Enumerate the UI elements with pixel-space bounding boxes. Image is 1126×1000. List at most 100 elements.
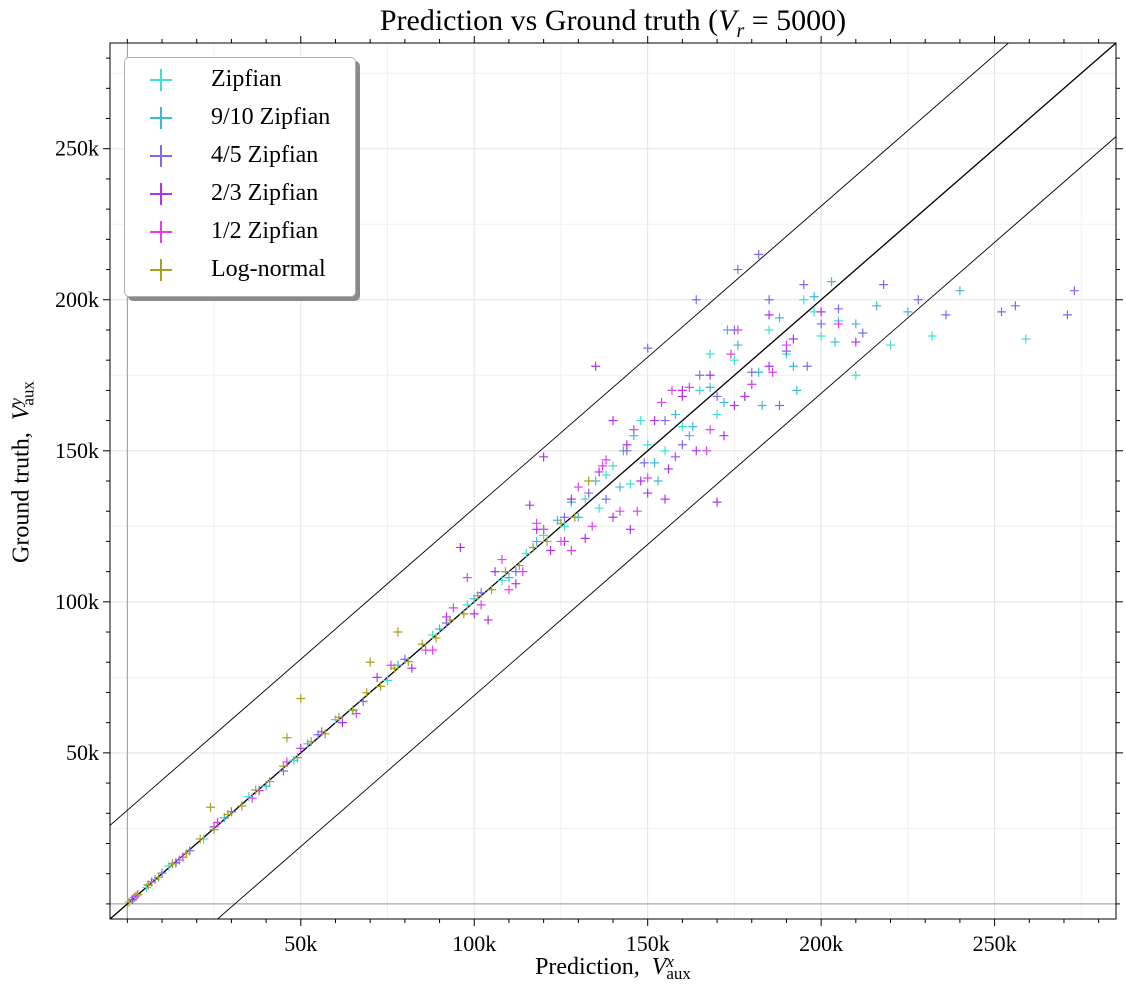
data-point [476,600,486,610]
data-point [487,585,497,595]
data-point [573,482,583,492]
data-point [726,349,736,359]
data-point [799,295,809,305]
x-tick-label: 150k [626,931,670,956]
legend-item-2-3-zipfian: 2/3 Zipfian [125,176,355,214]
data-point [667,385,677,395]
data-point [872,301,882,311]
reference-lines [110,43,1116,919]
data-point [702,446,712,456]
data-point [677,440,687,450]
y-tick-label: 250k [55,136,99,161]
data-point [799,280,809,290]
data-point [261,781,271,791]
data-point [528,542,538,552]
data-point [539,452,549,462]
data-point [886,340,896,350]
data-point [636,476,646,486]
data-point [903,307,913,317]
data-point [362,688,372,698]
data-point [131,891,141,901]
data-point [431,633,441,643]
x-tick-labels: 50k 100k 150k 200k 250k [284,931,1016,956]
data-point [584,488,594,498]
data-point [580,494,590,504]
legend-label: Log-normal [211,256,326,282]
data-point [598,461,608,471]
data-point [691,295,701,305]
data-point [587,521,597,531]
data-point [781,340,791,350]
data-point [643,440,653,450]
data-point [376,681,386,691]
y-tick-label: 50k [66,740,99,765]
data-point [532,518,542,528]
data-point [615,482,625,492]
x-tick-label: 100k [452,931,496,956]
data-point [688,422,698,432]
data-point [334,712,344,722]
data-point [445,615,455,625]
data-point [858,328,868,338]
data-point [955,286,965,296]
data-point [657,397,667,407]
data-point [532,536,542,546]
data-point [462,573,472,583]
data-point [247,793,257,803]
legend-label: 1/2 Zipfian [211,218,319,244]
data-point [941,310,951,320]
data-point [729,400,739,410]
data-point [660,416,670,426]
data-point [608,416,618,426]
y-tick-label: 150k [55,438,99,463]
data-point [473,591,483,601]
data-point [601,494,611,504]
data-point [764,361,774,371]
data-point [636,416,646,426]
data-point [514,561,524,571]
series-0 [127,295,1031,905]
data-point [206,802,216,812]
data-point [747,379,757,389]
data-point [691,446,701,456]
legend-item-zipfian: Zipfian [125,62,355,100]
identity-line [110,43,1116,919]
legend-marker-icon [150,221,172,243]
data-point [393,627,403,637]
data-point [521,548,531,558]
legend-item-1-2-zipfian: 1/2 Zipfian [125,214,355,252]
data-point [719,397,729,407]
data-point [594,503,604,513]
data-point [497,555,507,565]
data-point [833,304,843,314]
data-point [664,464,674,474]
data-point [879,280,889,290]
data-point [639,458,649,468]
data-point [459,609,469,619]
data-point [788,361,798,371]
data-point [282,733,292,743]
data-point [525,500,535,510]
data-point [455,542,465,552]
data-point [389,663,399,673]
data-point [407,663,417,673]
data-point [733,340,743,350]
data-point [747,367,757,377]
data-point [566,494,576,504]
data-point [764,295,774,305]
data-point [643,343,653,353]
data-point [237,801,247,811]
data-point [209,825,219,835]
data-point [181,849,191,859]
legend-label: 4/5 Zipfian [211,142,319,168]
data-point [816,331,826,341]
legend-marker-icon [150,259,172,281]
data-point [490,567,500,577]
data-point [705,382,715,392]
data-point [827,277,837,287]
data-point [435,624,445,634]
data-point [608,512,618,522]
x-tick-label: 50k [284,931,317,956]
series-3 [128,307,861,905]
data-point [851,337,861,347]
